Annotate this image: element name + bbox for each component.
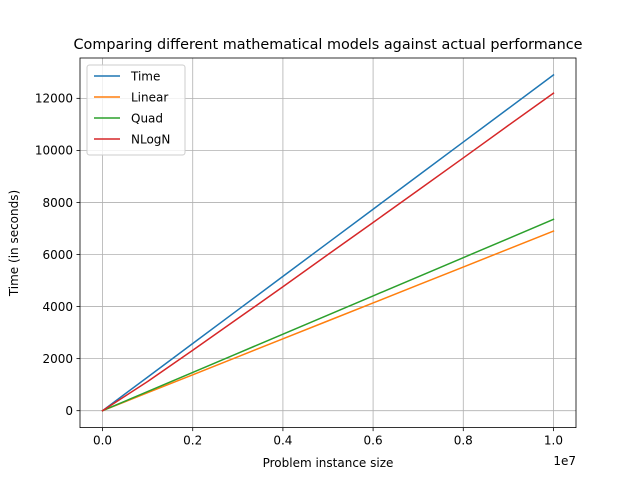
x-tick-label: 1.0 <box>544 434 563 448</box>
y-tick-label: 0 <box>65 404 73 418</box>
legend-box <box>86 64 186 156</box>
y-tick-label: 10000 <box>35 144 73 158</box>
x-tick-label: 0.2 <box>183 434 202 448</box>
series-line-quad <box>101 218 555 412</box>
plot-frame <box>79 57 577 429</box>
ticks: 0.0 0.2 0.4 0.6 0.8 1.0 0 2000 4000 6000 8000 10000… <box>35 92 563 448</box>
series-line-time <box>101 73 555 412</box>
y-tick-label: 4000 <box>42 300 73 314</box>
y-tick-label: 8000 <box>42 196 73 210</box>
series-line-nlogn <box>101 92 555 412</box>
y-tick-label: 12000 <box>35 92 73 106</box>
x-tick-label: 0.6 <box>364 434 383 448</box>
chart-title: Comparing different mathematical models … <box>73 37 582 53</box>
legend-label-time: Time <box>130 69 160 83</box>
legend-label-nlogn: NLogN <box>131 132 170 146</box>
x-tick-label: 0.8 <box>454 434 473 448</box>
x-tick-label: 0.0 <box>93 434 112 448</box>
y-axis-label: Time (in seconds) <box>7 190 21 297</box>
y-tick-label: 2000 <box>42 352 73 366</box>
x-offset-label: 1e7 <box>553 454 576 468</box>
legend-label-linear: Linear <box>131 90 168 104</box>
series-line-linear <box>101 230 555 412</box>
legend-label-quad: Quad <box>131 111 163 125</box>
legend: Time Linear Quad NLogN <box>86 64 186 156</box>
y-tick-label: 6000 <box>42 248 73 262</box>
x-axis-label: Problem instance size <box>263 456 394 470</box>
series-lines <box>101 73 555 412</box>
x-tick-label: 0.4 <box>273 434 292 448</box>
